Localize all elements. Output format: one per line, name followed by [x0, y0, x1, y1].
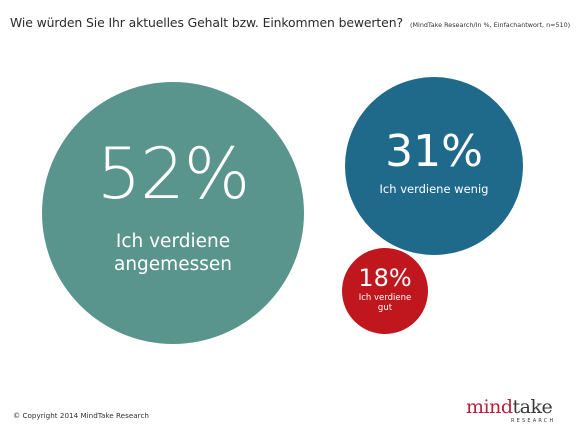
chart-subtitle: (MindTake Research/In %, Einfachantwort,… — [410, 21, 571, 29]
bubble-gut-value: 18% — [358, 264, 412, 293]
bubble-angemessen-label: Ich verdiene angemessen — [114, 231, 232, 275]
copyright-text: © Copyright 2014 MindTake Research — [13, 411, 149, 420]
mindtake-logo: mindtake RESEARCH — [466, 398, 566, 430]
bubble-gut-label: Ich verdiene gut — [358, 293, 412, 313]
logo-word-take: take — [512, 396, 553, 418]
bubble-angemessen-value: 52% — [96, 133, 251, 216]
bubble-wenig-label: Ich verdiene wenig — [379, 182, 489, 196]
chart-title-line: Wie würden Sie Ihr aktuelles Gehalt bzw.… — [10, 12, 575, 31]
bubble-wenig: 31% Ich verdiene wenig — [345, 77, 523, 255]
bubble-wenig-value: 31% — [385, 126, 483, 177]
logo-research: RESEARCH — [511, 418, 556, 424]
logo-word-mind: mind — [466, 396, 513, 418]
logo-wordmark: mindtake — [466, 396, 553, 418]
chart-title: Wie würden Sie Ihr aktuelles Gehalt bzw.… — [10, 15, 403, 30]
bubble-angemessen: 52% Ich verdiene angemessen — [42, 82, 304, 344]
bubble-gut: 18% Ich verdiene gut — [342, 248, 428, 334]
